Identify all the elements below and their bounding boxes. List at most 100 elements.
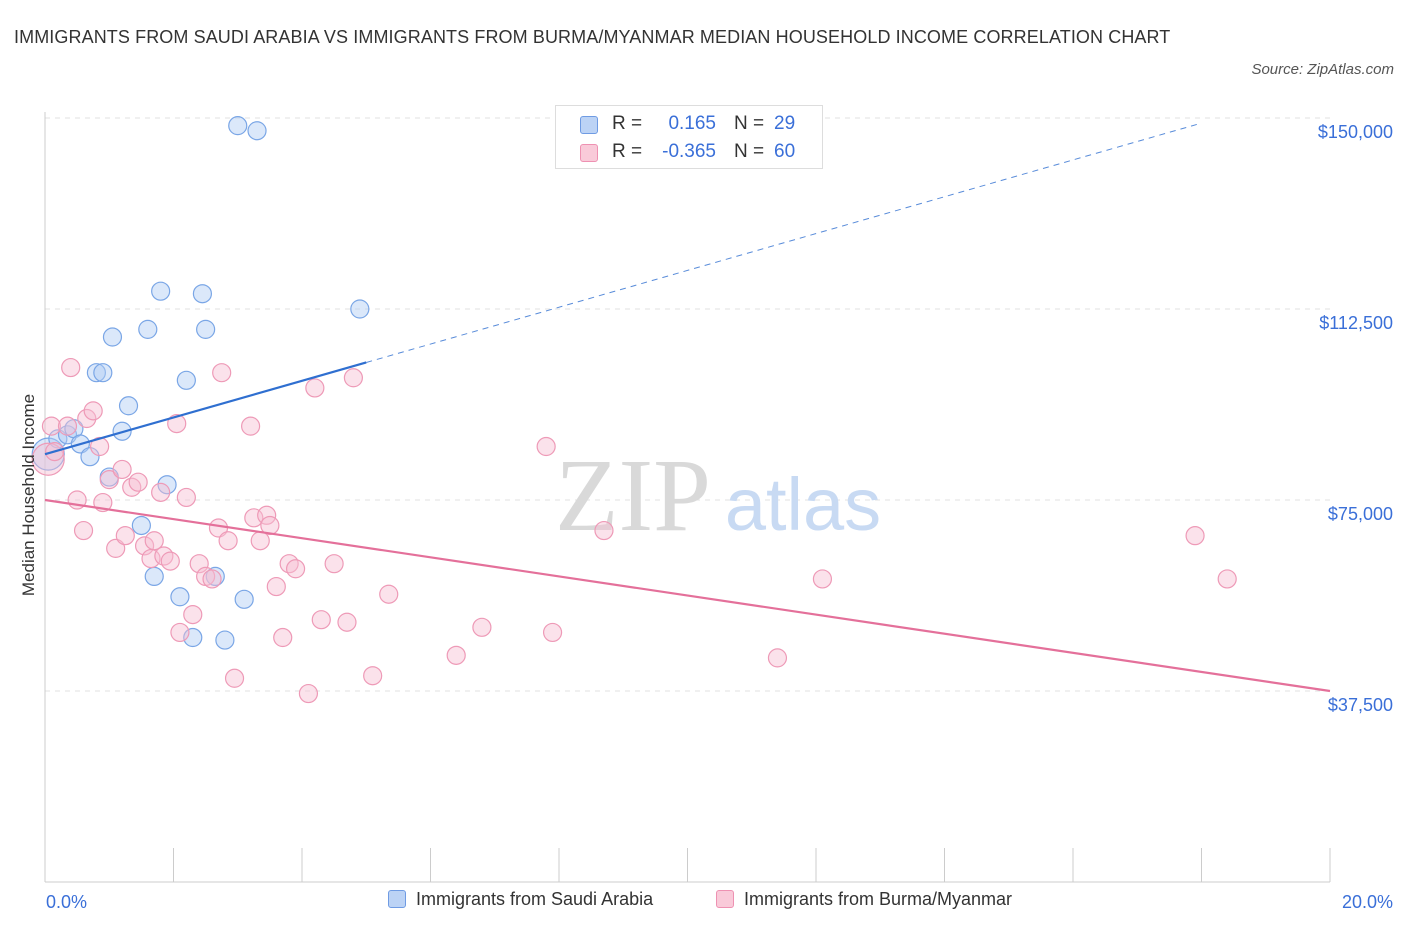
trend-line-saudi-extension xyxy=(366,122,1202,363)
gridlines xyxy=(45,117,1330,692)
legend-label-burma: Immigrants from Burma/Myanmar xyxy=(744,889,1013,909)
point-saudi-18 xyxy=(176,370,196,390)
y-tick-label-0: $37,500 xyxy=(1328,695,1393,715)
point-burma-45 xyxy=(311,610,331,630)
point-saudi-11 xyxy=(118,396,139,416)
point-saudi-15 xyxy=(151,281,171,301)
legend-item-burma[interactable]: Immigrants from Burma/Myanmar xyxy=(716,889,1012,910)
point-burma-6 xyxy=(73,520,94,541)
point-burma-52 xyxy=(472,617,492,637)
point-burma-41 xyxy=(279,554,299,574)
point-burma-58 xyxy=(1185,526,1205,546)
point-saudi-13 xyxy=(138,319,158,339)
point-burma-4 xyxy=(61,357,81,378)
point-saudi-23 xyxy=(215,630,235,650)
point-burma-11 xyxy=(99,470,119,490)
point-saudi-17 xyxy=(170,587,190,607)
n-value: 29 xyxy=(774,113,796,134)
data-points xyxy=(31,116,1237,704)
point-burma-26 xyxy=(183,604,203,625)
point-saudi-25 xyxy=(234,589,254,609)
chart-title: IMMIGRANTS FROM SAUDI ARABIA VS IMMIGRAN… xyxy=(14,27,1171,47)
point-burma-33 xyxy=(224,668,245,688)
point-burma-40 xyxy=(273,627,293,648)
point-burma-39 xyxy=(266,576,286,597)
point-burma-49 xyxy=(363,666,383,686)
trend-line-burma xyxy=(44,498,1331,693)
point-saudi-7 xyxy=(93,363,113,383)
r-value: -0.365 xyxy=(662,141,716,162)
point-burma-12 xyxy=(106,538,126,558)
point-burma-20 xyxy=(151,482,171,502)
point-burma-31 xyxy=(212,363,232,383)
point-saudi-22 xyxy=(205,566,225,587)
point-burma-56 xyxy=(767,648,788,668)
y-tick-label-3: $150,000 xyxy=(1318,122,1393,142)
point-saudi-14 xyxy=(144,566,164,587)
r-label: R = xyxy=(612,113,643,134)
point-burma-1 xyxy=(41,416,62,436)
y-tick-label-2: $112,500 xyxy=(1319,313,1393,333)
point-burma-54 xyxy=(542,622,563,643)
point-burma-51 xyxy=(446,645,466,665)
n-value: 60 xyxy=(774,141,796,162)
point-burma-46 xyxy=(324,554,344,574)
point-burma-14 xyxy=(115,526,135,546)
point-burma-3 xyxy=(57,416,78,436)
point-burma-42 xyxy=(285,559,306,579)
legend-label-saudi: Immigrants from Saudi Arabia xyxy=(416,889,654,909)
point-saudi-24 xyxy=(228,116,248,136)
x-tick-label-0: 0.0% xyxy=(46,892,87,912)
trend-line-saudi xyxy=(44,361,367,456)
point-burma-55 xyxy=(594,520,614,541)
r-label: R = xyxy=(612,141,643,162)
point-burma-32 xyxy=(218,531,238,551)
point-burma-48 xyxy=(343,368,363,388)
point-burma-13 xyxy=(112,459,132,480)
y-axis-label: Median Household Income xyxy=(19,393,38,597)
y-tick-labels: $37,500 $75,000 $112,500 $150,000 xyxy=(1318,122,1393,715)
point-saudi-9 xyxy=(102,327,123,347)
point-saudi-27 xyxy=(350,299,370,319)
point-burma-22 xyxy=(160,551,180,571)
chart-source: Source: ZipAtlas.com xyxy=(1251,61,1394,78)
point-burma-19 xyxy=(144,531,164,551)
legend-item-saudi[interactable]: Immigrants from Saudi Arabia xyxy=(388,889,653,910)
legend-swatch-burma xyxy=(716,890,734,908)
n-label: N = xyxy=(734,141,765,162)
point-saudi-19 xyxy=(183,627,203,648)
r-value: 0.165 xyxy=(668,113,716,134)
point-burma-8 xyxy=(83,401,103,421)
legend-swatch-saudi xyxy=(388,890,406,908)
stats-box: R = 0.165 N = 29 R = -0.365 N = 60 xyxy=(555,105,823,169)
point-saudi-5 xyxy=(80,447,100,467)
point-burma-59 xyxy=(1217,569,1237,589)
point-burma-23 xyxy=(167,414,187,434)
stats-swatch-saudi xyxy=(580,116,598,134)
point-burma-15 xyxy=(122,477,142,497)
watermark-atlas: atlas xyxy=(725,463,881,546)
point-saudi-16 xyxy=(157,475,177,495)
watermark-zip: ZIP xyxy=(555,438,711,553)
point-saudi-26 xyxy=(247,121,267,141)
point-burma-44 xyxy=(305,378,325,398)
point-burma-34 xyxy=(241,416,261,436)
n-label: N = xyxy=(734,113,765,134)
point-saudi-20 xyxy=(192,284,213,304)
x-tick-label-1: 20.0% xyxy=(1342,892,1393,912)
series-saudi xyxy=(31,116,370,650)
watermark: ZIP atlas xyxy=(555,438,881,553)
point-burma-53 xyxy=(536,436,556,457)
stats-row-saudi: R = 0.165 N = 29 xyxy=(556,110,822,138)
point-saudi-12 xyxy=(131,515,151,536)
x-tick-labels: 0.0% 20.0% xyxy=(46,892,1393,912)
point-burma-43 xyxy=(298,683,319,704)
point-burma-47 xyxy=(337,612,357,632)
point-burma-29 xyxy=(202,569,222,589)
point-burma-57 xyxy=(812,569,833,589)
point-saudi-21 xyxy=(196,319,216,339)
point-burma-21 xyxy=(154,546,174,566)
point-burma-25 xyxy=(176,487,196,508)
point-burma-7 xyxy=(77,408,97,429)
